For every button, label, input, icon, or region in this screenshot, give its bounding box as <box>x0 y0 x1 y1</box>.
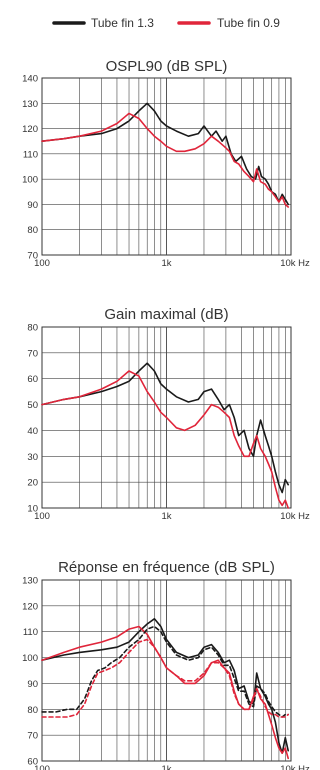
y-tick-label: 10 <box>27 504 38 515</box>
y-tick-label: 130 <box>22 99 38 110</box>
x-tick-label: 1k <box>161 764 171 770</box>
series-tube-fin-1-3-dashed <box>41 625 290 718</box>
series-tube-fin-0-9-dashed <box>41 638 290 718</box>
y-tick-label: 100 <box>22 175 38 186</box>
x-tick-label: 10k Hz <box>280 258 310 269</box>
y-tick-label: 110 <box>23 627 38 638</box>
y-tick-label: 80 <box>27 705 38 716</box>
y-tick-label: 110 <box>23 149 38 160</box>
y-tick-label: 90 <box>27 679 38 690</box>
y-tick-label: 60 <box>27 374 38 385</box>
chart-title: Gain maximal (dB) <box>104 306 228 323</box>
x-tick-label: 100 <box>34 258 50 269</box>
y-tick-label: 70 <box>27 731 38 742</box>
series-tube-fin-1-3 <box>41 102 290 206</box>
y-tick-label: 60 <box>27 757 38 768</box>
series-tube-fin-1-3 <box>41 617 290 755</box>
y-tick-label: 130 <box>22 576 38 587</box>
chart-1: OSPL90 (dB SPL) 70 80 90 100 110 120 130 140 100 1… <box>22 58 310 269</box>
legend: Tube fin 1.3 Tube fin 0.9 <box>52 16 280 30</box>
legend-label-tube-fin-13: Tube fin 1.3 <box>91 16 154 30</box>
legend-label-tube-fin-09: Tube fin 0.9 <box>217 16 280 30</box>
series-tube-fin-0-9 <box>41 625 290 760</box>
series-tube-fin-0-9 <box>41 370 290 509</box>
series-tube-fin-1-3 <box>41 362 290 494</box>
y-tick-label: 120 <box>22 601 38 612</box>
y-tick-label: 70 <box>27 251 38 262</box>
y-tick-label: 20 <box>27 478 38 489</box>
y-tick-label: 90 <box>27 200 38 211</box>
x-tick-label: 10k Hz <box>280 511 310 522</box>
y-tick-label: 80 <box>27 225 38 236</box>
y-tick-label: 120 <box>22 124 38 135</box>
x-tick-label: 100 <box>34 764 50 770</box>
series-tube-fin-0-9 <box>41 112 290 208</box>
y-tick-label: 30 <box>27 452 38 463</box>
x-tick-label: 1k <box>161 258 171 269</box>
x-tick-label: 1k <box>161 511 171 522</box>
y-tick-label: 40 <box>27 426 38 437</box>
y-tick-label: 70 <box>27 348 38 359</box>
x-tick-label: 100 <box>34 511 50 522</box>
y-tick-label: 80 <box>27 323 38 334</box>
y-tick-label: 140 <box>22 74 38 85</box>
y-tick-label: 100 <box>22 653 38 664</box>
y-tick-label: 50 <box>27 400 38 411</box>
chart-2: Gain maximal (dB) 10 20 30 40 50 60 70 80 100 1k 10… <box>27 306 310 522</box>
x-tick-label: 10k Hz <box>280 764 310 770</box>
chart-title: OSPL90 (dB SPL) <box>106 58 228 75</box>
chart-3: Réponse en fréquence (dB SPL) 60 70 80 90 100… <box>22 559 310 770</box>
chart-title: Réponse en fréquence (dB SPL) <box>58 559 275 576</box>
